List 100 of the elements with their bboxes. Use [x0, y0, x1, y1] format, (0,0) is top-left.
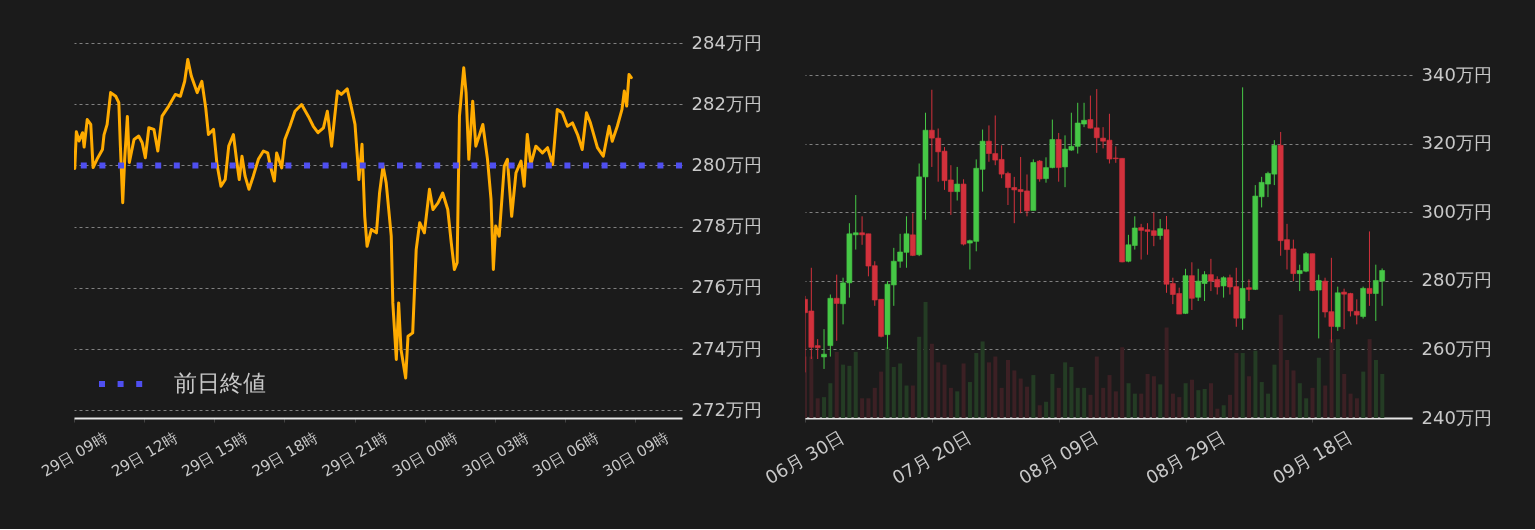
- bar: [1272, 364, 1277, 418]
- bar: [1170, 393, 1175, 418]
- y-tick-label: 240万円: [1421, 406, 1492, 428]
- y-tick-label: 282万円: [691, 92, 762, 114]
- x-tick-label: 29日 12時: [108, 428, 181, 481]
- bar: [1196, 390, 1201, 418]
- x-tick-label: 29日 15時: [178, 428, 251, 481]
- bar: [1189, 379, 1194, 418]
- candlestick: [833, 274, 840, 342]
- bar: [974, 353, 979, 418]
- bar: [993, 356, 998, 418]
- bar: [1202, 389, 1207, 418]
- bar: [1348, 393, 1353, 418]
- y-tick-label: 278万円: [691, 215, 762, 237]
- bar: [1367, 339, 1372, 418]
- bar: [1361, 371, 1366, 418]
- bar: [1063, 362, 1068, 418]
- x-tick-label: 06月 30日: [761, 426, 848, 489]
- y-tick-label: 284万円: [691, 31, 762, 53]
- bar: [1247, 376, 1252, 418]
- x-tick-label: 30日 03時: [459, 428, 532, 481]
- bar: [1297, 383, 1302, 418]
- bar: [1006, 360, 1011, 418]
- bar: [1278, 314, 1283, 418]
- bar: [1025, 386, 1030, 418]
- candlestick: [954, 166, 961, 202]
- bar: [1107, 375, 1112, 418]
- legend-label: 前日終値: [174, 370, 266, 396]
- bar: [1120, 347, 1125, 418]
- bar: [942, 364, 947, 418]
- bar: [1291, 370, 1296, 418]
- candlestick: [1189, 261, 1195, 311]
- bar: [853, 351, 858, 418]
- bar: [980, 341, 985, 418]
- bar: [822, 397, 827, 418]
- bar: [1183, 383, 1188, 418]
- bar: [828, 383, 833, 418]
- y-tick-label: 276万円: [691, 276, 762, 298]
- bar: [929, 343, 934, 418]
- candlestick: [1157, 218, 1163, 241]
- bar: [1132, 393, 1137, 418]
- candlestick: [910, 212, 916, 257]
- bar: [1316, 357, 1321, 418]
- bar: [1266, 393, 1271, 418]
- bar: [1259, 382, 1264, 418]
- candlestick: [1220, 275, 1227, 299]
- bar: [1018, 378, 1023, 418]
- bar: [891, 366, 896, 418]
- x-tick-label: 29日 18時: [248, 428, 322, 481]
- bar: [1304, 398, 1309, 418]
- x-tick-label: 29日 09時: [38, 428, 111, 481]
- candlestick: [1036, 159, 1043, 183]
- x-tick-label: 30日 00時: [389, 428, 462, 481]
- bar: [1012, 370, 1017, 418]
- x-tick-label: 08月 29日: [1142, 426, 1229, 489]
- bar: [841, 364, 846, 418]
- bar: [1075, 387, 1080, 418]
- x-tick-label: 09月 18日: [1268, 426, 1356, 489]
- bar: [955, 391, 960, 418]
- bar: [1088, 394, 1093, 418]
- bar: [1285, 360, 1290, 418]
- bar: [1253, 350, 1258, 418]
- bar: [872, 387, 877, 418]
- bar: [1329, 339, 1334, 418]
- y-tick-label: 340万円: [1421, 63, 1492, 85]
- bar: [917, 336, 922, 418]
- bar: [1044, 401, 1049, 418]
- bar: [1050, 373, 1055, 418]
- bar: [1177, 397, 1182, 418]
- bar: [1126, 383, 1131, 418]
- bar: [1342, 373, 1347, 418]
- bar: [1139, 393, 1144, 418]
- y-tick-label: 280万円: [691, 153, 762, 175]
- bar: [999, 387, 1004, 418]
- bar: [1373, 360, 1378, 418]
- candlestick: [1315, 274, 1322, 339]
- bar: [1031, 375, 1036, 418]
- bar: [1209, 383, 1214, 418]
- bar: [1094, 356, 1099, 418]
- bar: [1151, 376, 1156, 418]
- bar: [1082, 387, 1087, 418]
- bar: [1335, 339, 1340, 418]
- bar: [898, 363, 903, 418]
- bar: [1145, 373, 1150, 418]
- bar: [1234, 353, 1239, 418]
- bar: [1069, 366, 1074, 418]
- bar: [1310, 387, 1315, 418]
- bar: [1056, 387, 1061, 418]
- candlestick: [1246, 278, 1252, 302]
- bar: [910, 385, 915, 418]
- bar: [834, 351, 839, 418]
- y-tick-label: 300万円: [1421, 200, 1492, 222]
- bar: [967, 382, 972, 418]
- bar: [923, 302, 928, 418]
- y-tick-label: 280万円: [1421, 269, 1492, 291]
- bar: [815, 398, 820, 418]
- bar: [961, 363, 966, 418]
- bar: [948, 387, 953, 418]
- bar: [1215, 408, 1220, 418]
- y-tick-label: 260万円: [1421, 337, 1492, 359]
